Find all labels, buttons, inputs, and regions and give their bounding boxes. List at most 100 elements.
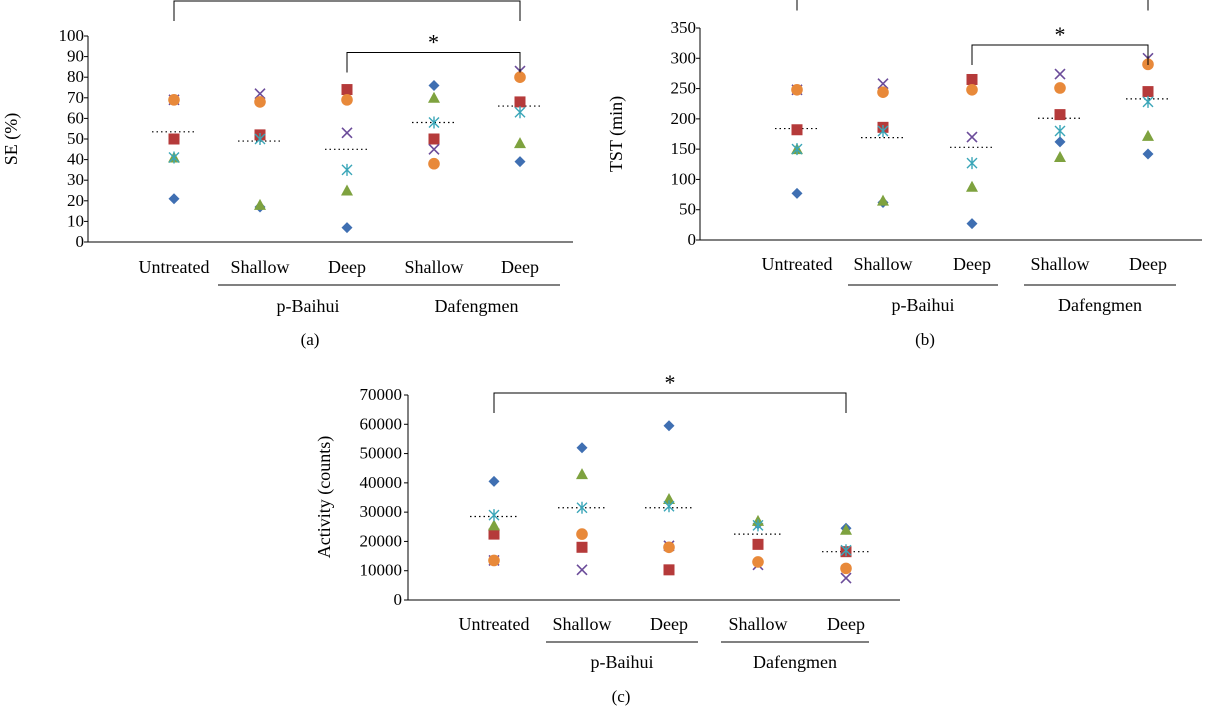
triangle-point <box>663 492 675 504</box>
y-tick-label: 300 <box>671 48 697 67</box>
square-point <box>514 96 526 108</box>
panel-label: (b) <box>915 330 935 349</box>
group-label: p-Baihui <box>591 652 654 672</box>
y-axis-title: TST (min) <box>606 96 627 172</box>
circle-point <box>254 96 266 108</box>
circle-point <box>877 86 889 99</box>
y-tick-label: 200 <box>671 109 697 128</box>
significance-bracket <box>346 51 521 73</box>
triangle-point <box>966 180 978 192</box>
diamond-point <box>428 79 440 91</box>
star-point <box>1142 95 1154 108</box>
square-point <box>1054 109 1066 121</box>
y-tick-label: 70 <box>67 88 84 107</box>
y-tick-label: 150 <box>671 139 697 158</box>
triangle-point <box>1054 151 1066 163</box>
circle-point <box>791 83 803 96</box>
x-point <box>1054 68 1066 80</box>
x-category-label: Untreated <box>459 614 530 634</box>
star-point <box>488 509 500 522</box>
significance-bracket <box>971 44 1149 65</box>
x-category-label: Shallow <box>230 257 289 277</box>
star-point <box>840 544 852 557</box>
x-category-label: Deep <box>650 614 688 634</box>
y-tick-label: 20 <box>67 191 84 210</box>
y-tick-label: 40 <box>67 150 84 169</box>
circle-point <box>428 157 440 170</box>
circle-point <box>168 94 180 106</box>
x-category-label: Shallow <box>552 614 611 634</box>
triangle-point <box>1142 129 1154 141</box>
y-tick-label: 0 <box>688 230 697 249</box>
circle-point <box>1054 82 1066 94</box>
significance-bracket <box>173 0 521 21</box>
square-point <box>791 124 803 136</box>
significance-marker: ** <box>336 0 358 3</box>
significance-marker: * <box>665 370 676 395</box>
x-category-label: Untreated <box>762 254 833 274</box>
x-category-label: Deep <box>953 254 991 274</box>
y-tick-label: 350 <box>671 18 697 37</box>
diamond-point <box>663 420 675 432</box>
circle-point <box>341 94 353 106</box>
diamond-point <box>514 156 526 168</box>
y-tick-label: 0 <box>76 232 85 251</box>
star-point <box>168 151 180 164</box>
star-point <box>791 143 803 156</box>
x-point <box>576 564 588 576</box>
triangle-point <box>428 91 440 103</box>
circle-point <box>576 528 588 540</box>
diamond-point <box>966 218 978 230</box>
star-point <box>966 157 978 170</box>
y-axis-title: SE (%) <box>1 113 22 166</box>
y-axis-title: Activity (counts) <box>314 436 335 558</box>
y-tick-label: 30000 <box>360 502 403 521</box>
x-category-label: Deep <box>1129 254 1167 274</box>
x-point <box>840 572 852 584</box>
star-point <box>341 163 353 176</box>
diamond-point <box>1142 148 1154 160</box>
y-tick-label: 40000 <box>360 473 403 492</box>
circle-point <box>514 71 526 83</box>
star-point <box>663 500 675 513</box>
group-label: p-Baihui <box>277 296 340 316</box>
star-point <box>254 133 266 145</box>
triangle-point <box>488 519 500 531</box>
star-point <box>1054 124 1066 137</box>
significance-marker: * <box>428 29 439 54</box>
y-tick-label: 60 <box>67 108 84 127</box>
triangle-point <box>840 523 852 535</box>
x-category-label: Deep <box>328 257 366 277</box>
x-category-label: Shallow <box>728 614 787 634</box>
triangle-point <box>254 198 266 210</box>
x-point <box>966 131 978 143</box>
y-tick-label: 30 <box>67 170 84 189</box>
y-tick-label: 90 <box>67 47 84 66</box>
y-tick-label: 70000 <box>360 385 403 404</box>
x-point <box>428 143 440 155</box>
y-tick-label: 100 <box>671 169 697 188</box>
significance-marker: * <box>1055 22 1066 47</box>
group-label: Dafengmen <box>1058 295 1142 315</box>
x-category-label: Deep <box>501 257 539 277</box>
y-tick-label: 50 <box>679 200 696 219</box>
square-point <box>966 73 978 85</box>
x-point <box>877 78 889 90</box>
panel-label: (a) <box>301 330 320 349</box>
chart-panel-2: 0 50 100 150 200 250 300 350 TST (min) Untreated S… <box>606 0 1202 349</box>
star-point <box>752 519 764 532</box>
square-point <box>428 133 440 145</box>
x-category-label: Shallow <box>404 257 463 277</box>
x-point <box>341 127 353 139</box>
x-category-label: Shallow <box>1030 254 1089 274</box>
diamond-point <box>791 187 803 199</box>
significance-bracket <box>493 392 847 413</box>
group-label: p-Baihui <box>892 295 955 315</box>
triangle-point <box>877 194 889 206</box>
square-point <box>576 541 588 553</box>
diamond-point <box>341 222 353 234</box>
circle-point <box>488 554 500 567</box>
x-category-label: Shallow <box>853 254 912 274</box>
star-point <box>514 106 526 119</box>
circle-point <box>663 541 675 554</box>
